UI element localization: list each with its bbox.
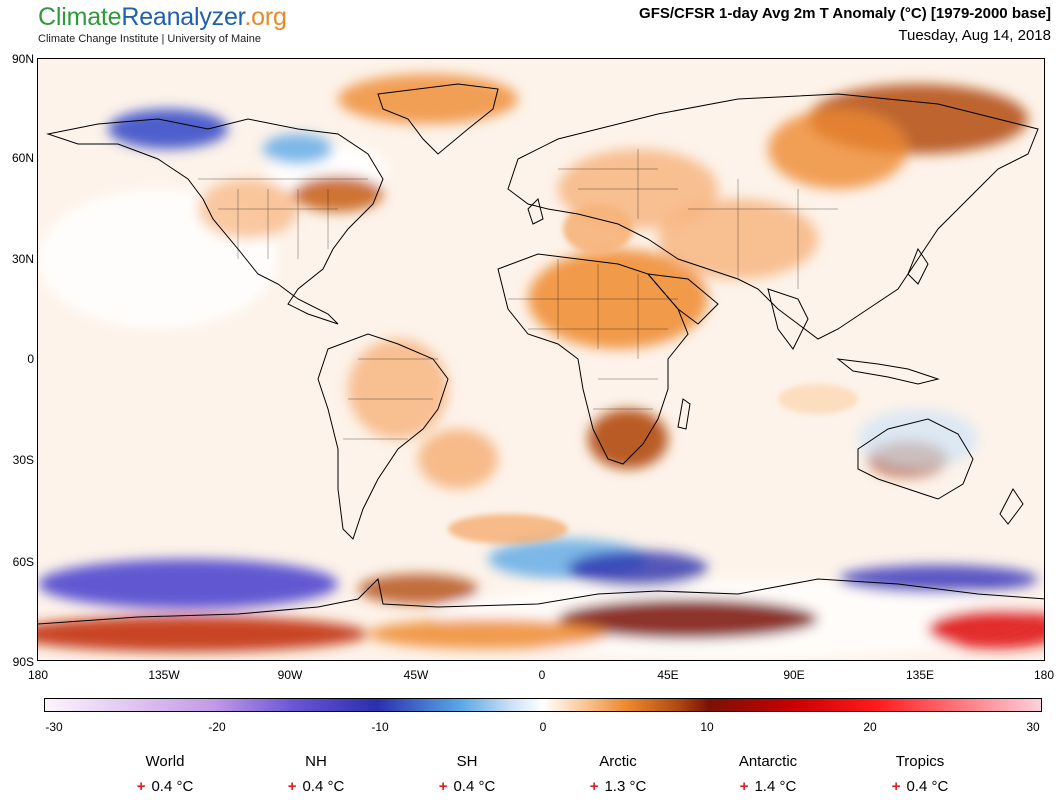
- map-canvas: [38, 59, 1044, 660]
- lon-label-135w: 135W: [148, 668, 180, 682]
- regional-anomaly-stats: World +0.4 °C NH +0.4 °C SH +0.4 °C Arct…: [0, 752, 1063, 800]
- lat-label-90s: 90S: [12, 655, 34, 669]
- plus-icon: +: [891, 778, 901, 795]
- anomaly-map: [37, 58, 1045, 661]
- stat-value: 0.4 °C: [906, 778, 949, 795]
- lat-label-60n: 60N: [11, 151, 34, 165]
- lon-label-90w: 90W: [277, 668, 303, 682]
- stat-tropics: Tropics +0.4 °C: [845, 752, 995, 798]
- lon-label-90e: 90E: [783, 668, 805, 682]
- stat-name: NH: [305, 753, 327, 770]
- logo-org: .org: [244, 3, 287, 31]
- site-logo[interactable]: ClimateReanalyzer.org: [38, 2, 287, 32]
- lat-label-0: 0: [27, 352, 34, 366]
- anomaly-field-detail: [448, 204, 858, 544]
- colorbar-label-p10: 10: [700, 720, 714, 734]
- lon-label-0: 0: [538, 668, 546, 682]
- stat-value: 0.4 °C: [453, 778, 496, 795]
- plus-icon: +: [287, 778, 297, 795]
- stat-value: 1.4 °C: [754, 778, 797, 795]
- stat-nh: NH +0.4 °C: [241, 752, 391, 798]
- plus-icon: +: [136, 778, 146, 795]
- map-title: GFS/CFSR 1-day Avg 2m T Anomaly (°C) [19…: [639, 5, 1051, 22]
- stat-sh: SH +0.4 °C: [392, 752, 542, 798]
- lon-label-180w: 180: [27, 668, 49, 682]
- lon-label-135e: 135E: [905, 668, 935, 682]
- colorbar-label-0: 0: [539, 720, 547, 734]
- lon-label-45w: 45W: [403, 668, 429, 682]
- brand: ClimateReanalyzer.org Climate Change Ins…: [38, 2, 287, 45]
- stat-antarctic: Antarctic +1.4 °C: [693, 752, 843, 798]
- plus-icon: +: [589, 778, 599, 795]
- map-date: Tuesday, Aug 14, 2018: [898, 27, 1051, 44]
- stat-name: Arctic: [599, 753, 637, 770]
- colorbar-label-m30: -30: [45, 720, 63, 734]
- logo-climate: Climate: [38, 3, 122, 31]
- temperature-colorbar: [44, 698, 1042, 712]
- colorbar-label-p30: 30: [1026, 720, 1040, 734]
- logo-reanalyzer: Reanalyzer: [121, 3, 245, 31]
- lat-label-30s: 30S: [12, 453, 34, 467]
- coastlines: [38, 83, 1044, 625]
- map-header: GFS/CFSR 1-day Avg 2m T Anomaly (°C) [19…: [639, 4, 1051, 48]
- stat-value: 0.4 °C: [151, 778, 194, 795]
- lat-label-60s: 60S: [12, 555, 34, 569]
- lat-label-30n: 30N: [11, 252, 34, 266]
- lon-label-180e: 180: [1033, 668, 1055, 682]
- colorbar-label-p20: 20: [863, 720, 877, 734]
- stat-arctic: Arctic +1.3 °C: [543, 752, 693, 798]
- stat-name: Antarctic: [738, 753, 798, 770]
- plus-icon: +: [739, 778, 749, 795]
- stat-value: 0.4 °C: [302, 778, 345, 795]
- stat-name: SH: [456, 753, 478, 770]
- political-borders: [198, 149, 838, 440]
- colorbar-label-m20: -20: [208, 720, 226, 734]
- colorbar-label-m10: -10: [371, 720, 389, 734]
- stat-name: Tropics: [895, 753, 945, 770]
- lon-label-45e: 45E: [657, 668, 679, 682]
- stat-name: World: [145, 753, 185, 770]
- brand-subtitle: Climate Change Institute | University of…: [38, 33, 261, 45]
- stat-value: 1.3 °C: [604, 778, 647, 795]
- plus-icon: +: [438, 778, 448, 795]
- stat-world: World +0.4 °C: [90, 752, 240, 798]
- lat-label-90n: 90N: [11, 52, 34, 66]
